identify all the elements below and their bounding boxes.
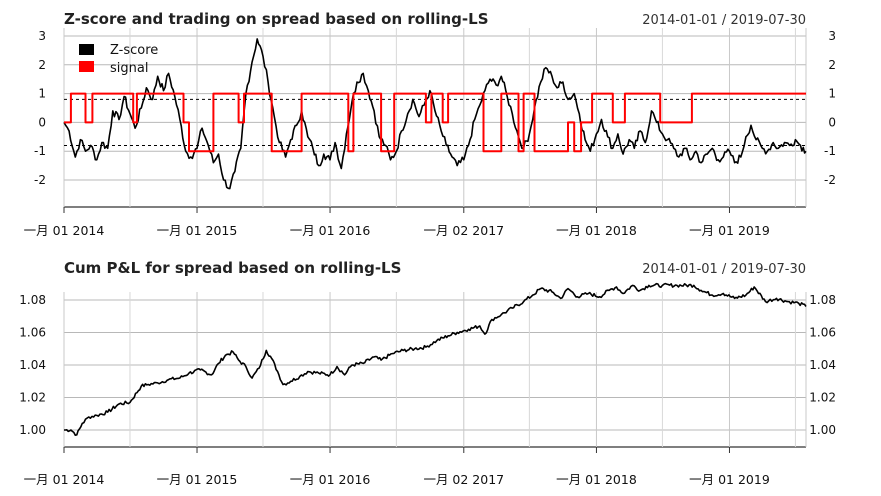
zscore-ytick-right: -1 [824, 144, 836, 158]
pnl-ytick-right: 1.04 [809, 358, 836, 372]
pnl-ytick-left: 1.04 [19, 358, 46, 372]
zscore-date-range: 2014-01-01 / 2019-07-30 [642, 13, 806, 28]
zscore-title: Z-score and trading on spread based on r… [64, 10, 489, 28]
zscore-ytick-right: 3 [828, 29, 836, 43]
zscore-ytick-right: 0 [828, 115, 836, 129]
zscore-ytick-left: 2 [38, 58, 46, 72]
zscore-ytick-right: 1 [828, 87, 836, 101]
pnl-ytick-right: 1.00 [809, 423, 836, 437]
legend-label-signal: signal [110, 61, 148, 76]
pnl-panel: Cum P&L for spread based on rolling-LS 2… [19, 259, 836, 487]
legend-swatch-signal [79, 61, 94, 72]
zscore-ytick-right: -2 [824, 173, 836, 187]
zscore-xtick-label: 一月 02 2017 [423, 223, 504, 238]
pnl-xtick-label: 一月 01 2014 [24, 472, 105, 487]
pnl-xtick-label: 一月 01 2018 [556, 472, 637, 487]
legend-swatch-zscore [79, 44, 94, 55]
pnl-ytick-left: 1.06 [19, 326, 46, 340]
zscore-series-signal [64, 92, 806, 153]
pnl-xtick-label: 一月 01 2019 [689, 472, 770, 487]
legend-label-zscore: Z-score [110, 43, 158, 58]
pnl-ytick-left: 1.08 [19, 293, 46, 307]
pnl-ytick-left: 1.00 [19, 423, 46, 437]
pnl-ytick-left: 1.02 [19, 391, 46, 405]
zscore-ytick-left: -1 [34, 144, 46, 158]
zscore-ytick-left: -2 [34, 173, 46, 187]
pnl-xtick-label: 一月 01 2015 [157, 472, 238, 487]
pnl-ytick-right: 1.06 [809, 326, 836, 340]
pnl-ytick-right: 1.08 [809, 293, 836, 307]
zscore-ytick-left: 1 [38, 87, 46, 101]
zscore-ytick-left: 3 [38, 29, 46, 43]
zscore-xtick-label: 一月 01 2018 [556, 223, 637, 238]
pnl-title: Cum P&L for spread based on rolling-LS [64, 259, 401, 277]
pnl-xtick-label: 一月 01 2016 [290, 472, 371, 487]
zscore-xtick-label: 一月 01 2015 [157, 223, 238, 238]
pnl-date-range: 2014-01-01 / 2019-07-30 [642, 262, 806, 277]
pnl-ytick-right: 1.02 [809, 391, 836, 405]
zscore-legend: Z-score signal [79, 43, 158, 76]
zscore-ytick-left: 0 [38, 115, 46, 129]
pnl-series-line [64, 282, 807, 436]
zscore-xtick-label: 一月 01 2014 [24, 223, 105, 238]
zscore-xtick-label: 一月 01 2019 [689, 223, 770, 238]
zscore-series-z-score [63, 38, 807, 190]
zscore-xtick-label: 一月 01 2016 [290, 223, 371, 238]
zscore-ytick-right: 2 [828, 58, 836, 72]
zscore-panel: Z-score and trading on spread based on r… [24, 10, 836, 238]
pnl-xtick-label: 一月 02 2017 [423, 472, 504, 487]
